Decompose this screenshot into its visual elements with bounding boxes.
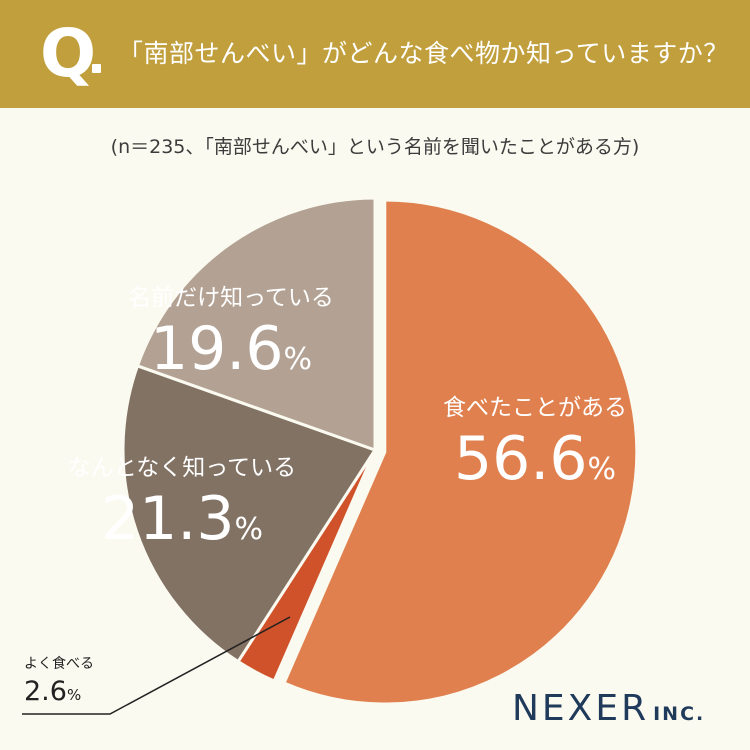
slice-value-somewhat: 21.3%	[100, 484, 264, 554]
slice-label-name-only: 名前だけ知っている 19.6%	[96, 282, 366, 395]
slice-label-ate: 食べたことがある 56.6%	[395, 392, 675, 505]
q-mark: Q	[40, 15, 97, 92]
slice-value-often: 2.6%	[24, 676, 82, 707]
question-header: Q 「南部せんべい」がどんな食べ物か知っていますか？	[0, 0, 750, 108]
nexer-logo: NEXER INC.	[512, 688, 706, 729]
slice-name-often: よく食べる	[24, 656, 94, 672]
slice-name-only	[135, 196, 377, 453]
question-text: 「南部せんべい」がどんな食べ物か知っていますか？	[118, 39, 729, 68]
slice-value-ate: 56.6%	[453, 424, 617, 494]
slice-ate	[282, 198, 639, 706]
q-dot-decoration	[92, 64, 101, 73]
slice-name-ate: 食べたことがある	[443, 395, 627, 421]
slice-value-name-only: 19.6%	[149, 314, 313, 384]
slice-label-somewhat: なんとなく知っている 21.3%	[32, 452, 332, 565]
slice-label-often: よく食べる 2.6%	[24, 654, 94, 713]
leader-line-often	[22, 616, 291, 715]
slice-somewhat	[121, 363, 378, 664]
slice-name-name-only: 名前だけ知っている	[128, 285, 334, 311]
slice-name-somewhat: なんとなく知っている	[67, 455, 297, 481]
sample-note: (n＝235、「南部せんべい」という名前を聞いたことがある方)	[110, 136, 640, 158]
